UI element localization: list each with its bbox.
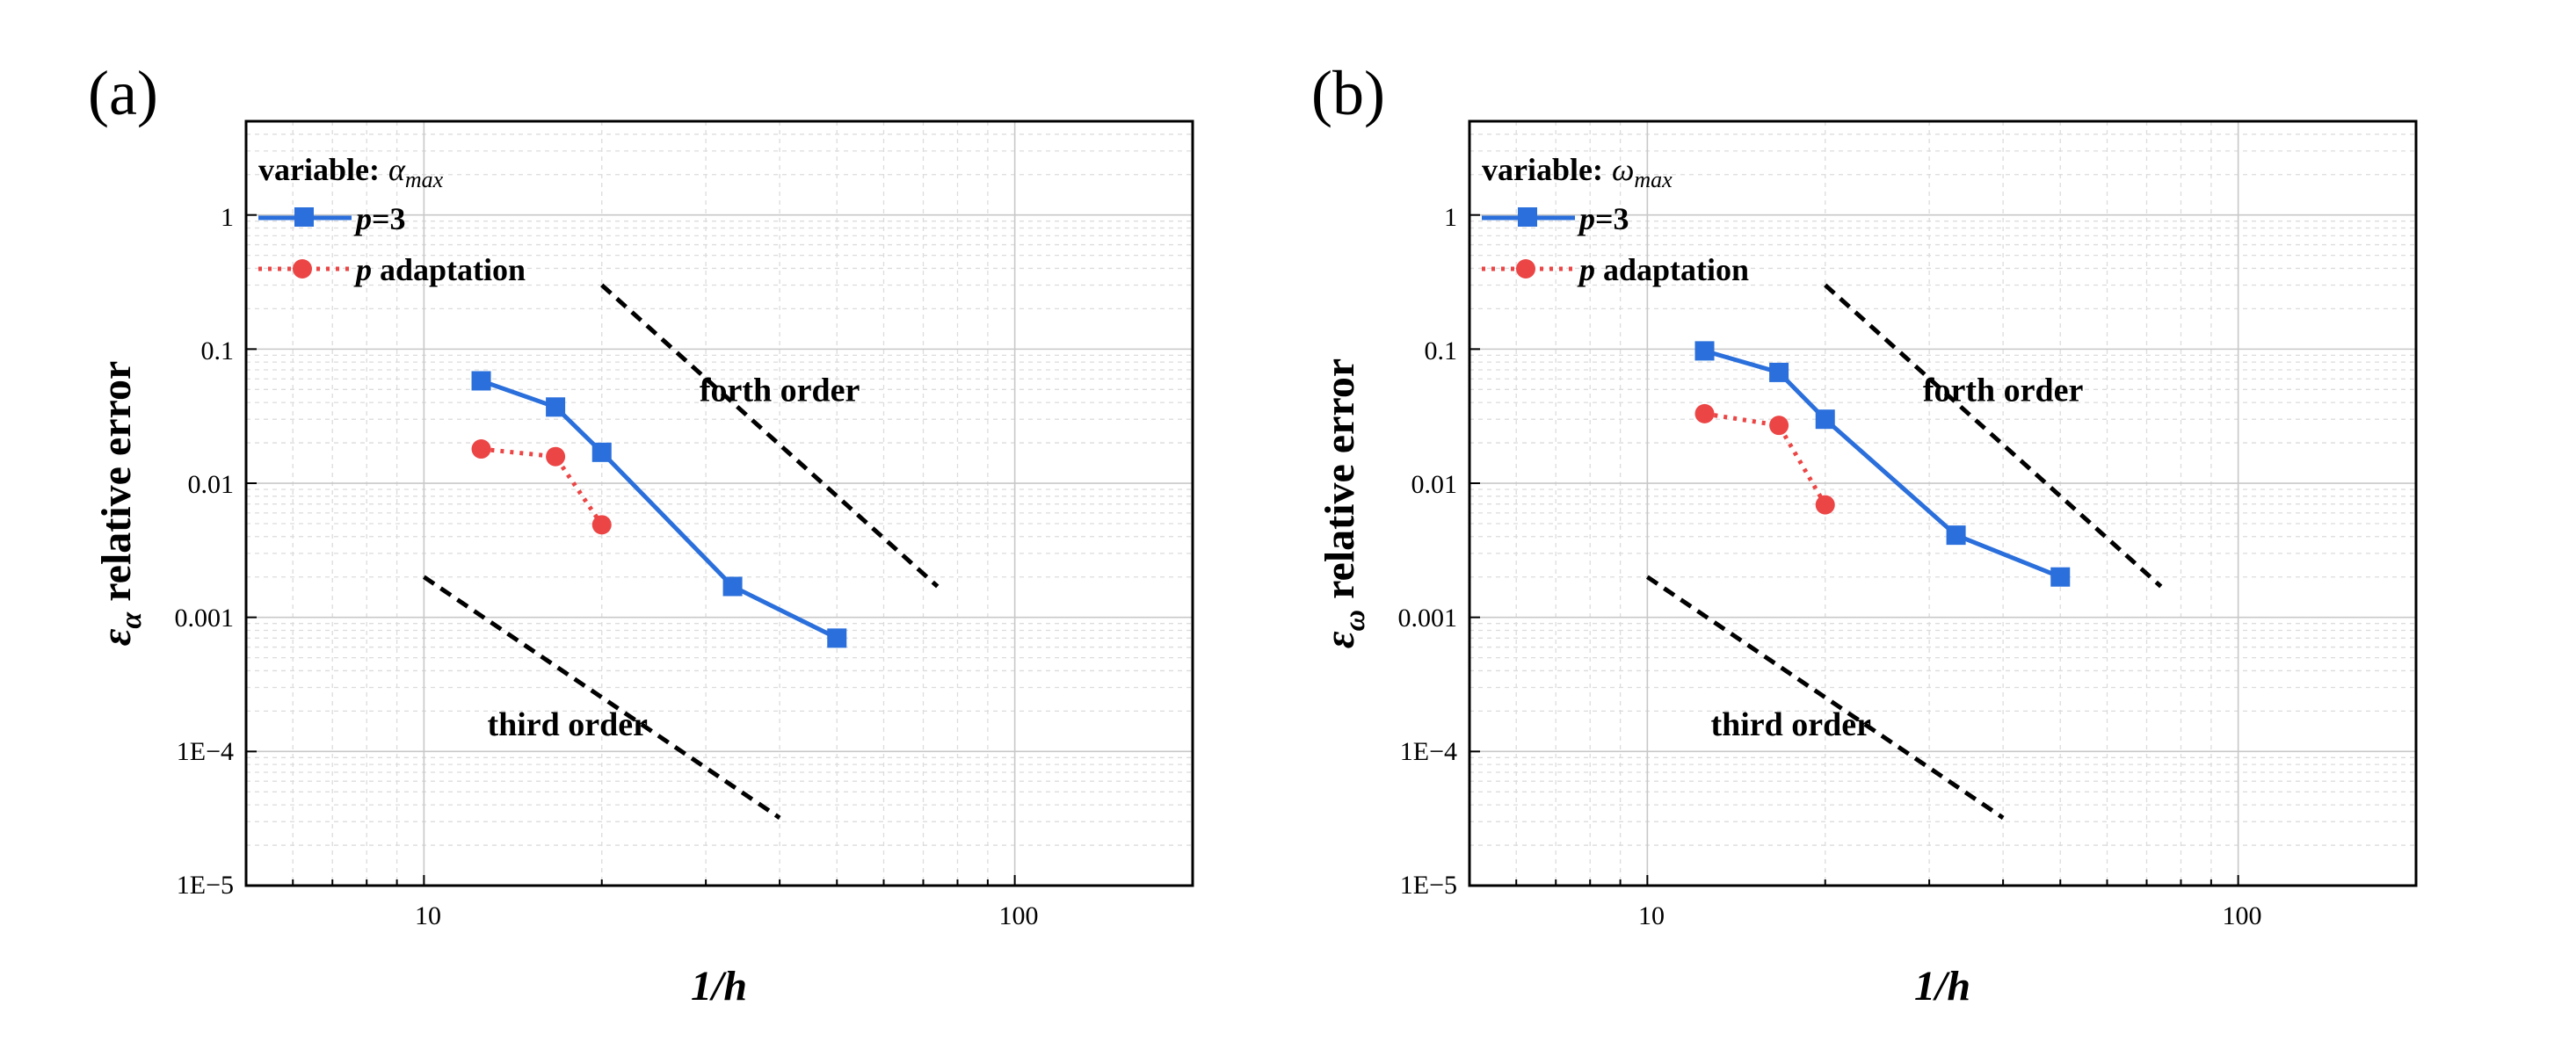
panel-a-reference-line-third: [422, 575, 781, 820]
panel-b-legend-title: variable: ωmax: [1482, 152, 1673, 192]
panel-a-ref-label-third: third order: [487, 706, 648, 743]
panel-a-reference-lines: [422, 283, 940, 820]
panel-a-plot-frame: [244, 119, 1194, 887]
panel-a-legend-title: variable: αmax: [258, 152, 444, 192]
panel-b-legend-label-p3: p=3: [1577, 201, 1629, 236]
panel-a-ytick-label: 0.001: [175, 604, 235, 633]
panel-a-major-grid: [246, 121, 1193, 886]
panel-a-ytick-label: 0.1: [201, 336, 235, 365]
panel-a-minor-grid: [246, 120, 1193, 886]
panel-b-series-padapt-point: [1694, 403, 1715, 423]
panel-b-legend-label-padapt-italic: p: [1577, 252, 1595, 287]
panel-a-xtick-label: 10: [415, 901, 441, 930]
panel-a-ylabel-text: relative error: [93, 361, 140, 602]
panel-b-legend-label-p3-italic: p: [1577, 201, 1595, 236]
panel-b-legend-marker-circle: [1516, 259, 1535, 279]
panel-b-ylabel-text: relative error: [1317, 358, 1363, 599]
panel-b-series-p3-point: [1815, 409, 1835, 430]
panel-b-ytick-label: 1E−4: [1400, 737, 1457, 766]
panel-a-legend-label-padapt: p adaptation: [353, 252, 526, 287]
panel-a-ytick-label: 1: [221, 203, 234, 232]
panel-a-series-padapt-point: [471, 439, 491, 459]
panel-b-series-p3-point: [1694, 341, 1715, 361]
panel-a-ytick-label: 0.01: [188, 470, 235, 499]
panel-b-legend-marker-square: [1518, 207, 1537, 227]
panel-b-label: (b): [1311, 58, 1385, 128]
panel-a-legend: variable: αmax p=3 p adaptation: [258, 152, 526, 287]
panel-a-xtick-label: 100: [999, 901, 1039, 930]
panel-a-legend-title-sub: max: [405, 167, 444, 192]
panel-b-legend-title-prefix: variable:: [1482, 152, 1603, 187]
panel-b-xtick-label: 100: [2223, 901, 2262, 930]
panel-a-series-p3-point: [722, 576, 743, 597]
panel-a-ylabel-sub: α: [115, 611, 148, 629]
panel-b-series-padapt-point: [1815, 495, 1835, 515]
panel-a-ref-label-forth: forth order: [700, 372, 860, 409]
panel-a: (a) 1 0.1 0.01 0.001 1E−4 1E−5 10 100 1/…: [88, 58, 1194, 1009]
panel-b-legend-title-var: ω: [1612, 152, 1634, 187]
panel-b-minor-grid: [1469, 120, 2416, 886]
panel-b-plot-frame: [1468, 119, 2418, 887]
panel-b-reference-line-forth: [1824, 283, 2163, 589]
panel-a-legend-title-prefix: variable:: [258, 152, 380, 187]
panel-a-legend-label-p3-rest: =3: [372, 201, 406, 236]
panel-b-ytick-label: 1: [1444, 203, 1457, 232]
panel-a-series-p3-point: [591, 442, 612, 462]
panel-b-ylabel-sub: ω: [1339, 610, 1371, 632]
panel-b-legend-title-sub: max: [1634, 167, 1673, 192]
panel-b-series-padapt-line: [1704, 411, 1827, 506]
panel-a-ylabel: εα relative error: [93, 361, 148, 647]
panel-b: (b) 1 0.1 0.01 0.001 1E−4 1E−5 10 100 1/…: [1311, 58, 2418, 1009]
panel-b-legend-label-padapt-rest: adaptation: [1595, 252, 1749, 287]
panel-a-ylabel-symbol: ε: [93, 628, 140, 646]
panel-b-ytick-label: 0.01: [1411, 470, 1458, 499]
panel-b-ylabel: εω relative error: [1317, 358, 1371, 648]
panel-a-legend-label-padapt-italic: p: [353, 252, 372, 287]
panel-b-ytick-label: 0.001: [1398, 604, 1458, 633]
panel-a-reference-line-forth: [600, 283, 940, 589]
panel-b-ytick-label: 0.1: [1425, 336, 1458, 365]
panel-a-legend-label-p3-italic: p: [353, 201, 372, 236]
panel-b-series-p3-point: [1769, 362, 1789, 382]
panel-a-minor-ticks: [246, 213, 1016, 886]
panel-a-series-p3-point: [471, 371, 491, 391]
panel-a-ytick-label: 1E−4: [177, 737, 234, 766]
panel-a-series: [471, 371, 847, 648]
panel-b-xlabel: 1/h: [1914, 963, 1970, 1009]
panel-b-minor-ticks: [1469, 213, 2239, 886]
panel-b-series-p3-point: [1946, 525, 1966, 546]
panel-a-legend-title-var: α: [388, 152, 406, 187]
panel-a-legend-label-padapt-rest: adaptation: [372, 252, 526, 287]
panel-a-series-p3-point: [546, 397, 566, 417]
panel-a-series-p3-point: [827, 628, 847, 648]
panel-a-label: (a): [88, 58, 158, 128]
panel-b-series-padapt-point: [1769, 416, 1789, 436]
panel-a-legend-marker-circle: [293, 259, 312, 279]
panel-a-series-padapt-point: [591, 515, 612, 535]
panel-a-ytick-label: 1E−5: [177, 871, 234, 900]
panel-b-legend-label-padapt: p adaptation: [1577, 252, 1749, 287]
panel-a-xlabel: 1/h: [691, 963, 747, 1009]
panel-b-xtick-label: 10: [1638, 901, 1665, 930]
panel-b-legend: variable: ωmax p=3 p adaptation: [1482, 152, 1749, 287]
panel-b-series: [1694, 341, 2071, 587]
panel-b-legend-label-p3-rest: =3: [1595, 201, 1629, 236]
panel-b-ref-label-third: third order: [1710, 706, 1871, 743]
panel-a-legend-label-p3: p=3: [353, 201, 406, 236]
panel-b-ref-label-forth: forth order: [1923, 372, 2084, 409]
panel-b-ytick-label: 1E−5: [1400, 871, 1457, 900]
panel-b-reference-line-third: [1645, 575, 2005, 820]
panel-b-major-grid: [1469, 121, 2416, 886]
panel-b-reference-lines: [1645, 283, 2163, 820]
panel-b-series-p3-point: [2050, 567, 2071, 587]
panel-a-series-padapt-point: [546, 446, 566, 467]
panel-a-legend-marker-square: [294, 207, 314, 227]
panel-b-ylabel-symbol: ε: [1317, 631, 1363, 648]
